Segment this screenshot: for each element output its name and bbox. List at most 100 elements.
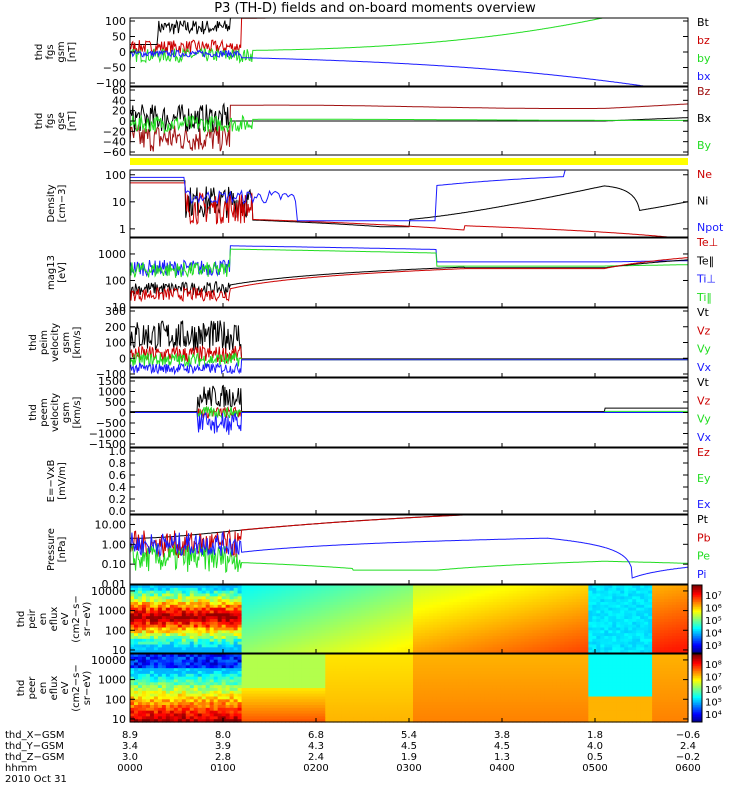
heatmap-cell (428, 619, 434, 623)
heatmap-cell (181, 613, 187, 617)
heatmap-cell (556, 650, 562, 654)
heatmap-cell (257, 644, 263, 648)
heatmap-cell (253, 621, 259, 626)
heatmap-cell (197, 638, 203, 643)
heatmap-cell (285, 627, 291, 631)
heatmap-cell (428, 587, 434, 592)
heatmap-cell (448, 633, 454, 637)
heatmap-cell (297, 621, 302, 626)
heatmap-cell (221, 616, 227, 620)
heatmap-cell (448, 585, 454, 589)
heatmap-cell (197, 719, 203, 723)
heatmap-cell (185, 644, 191, 648)
heatmap-cell (201, 599, 207, 603)
heatmap-cell (181, 673, 187, 678)
heatmap-cell (197, 647, 203, 651)
heatmap-cell (313, 602, 318, 606)
heatmap-cell (416, 610, 422, 614)
heatmap-cell (560, 613, 566, 617)
heatmap-cell (456, 596, 462, 600)
heatmap-cell (329, 707, 334, 712)
heatmap-cell (432, 607, 438, 612)
heatmap-cell (620, 630, 625, 634)
heatmap-cell (540, 610, 546, 614)
heatmap-cell (297, 685, 302, 689)
heatmap-cell (289, 585, 295, 589)
heatmap-cell (337, 679, 342, 683)
heatmap-cell (608, 585, 613, 589)
heatmap-cell (197, 656, 203, 661)
heatmap-cell (141, 699, 147, 703)
heatmap-cell (608, 610, 613, 614)
heatmap-cell (628, 621, 633, 626)
heatmap-cell (281, 610, 287, 614)
heatmap-cell (624, 604, 629, 609)
heatmap-cell (644, 607, 649, 612)
heatmap-cell (676, 650, 681, 654)
heatmap-cell (321, 602, 326, 606)
heatmap-cell (229, 638, 235, 643)
heatmap-cell (405, 647, 410, 651)
heatmap-cell (181, 679, 187, 683)
heatmap-cell (169, 665, 175, 669)
heatmap-cell (389, 636, 394, 640)
heatmap-cell (313, 644, 318, 648)
heatmap-cell (648, 621, 653, 626)
heatmap-cell (592, 604, 597, 609)
heatmap-cell (440, 599, 446, 603)
heatmap-cell (241, 719, 247, 723)
heatmap-cell (492, 604, 498, 609)
heatmap-cell (524, 602, 530, 606)
heatmap-cell (672, 593, 677, 597)
heatmap-cell (468, 624, 474, 629)
colorbar-swatch (692, 622, 702, 625)
heatmap-cell (612, 610, 617, 614)
heatmap-cell (664, 599, 669, 603)
heatmap-cell (532, 610, 538, 614)
heatmap-cell (464, 596, 470, 600)
heatmap-cell (672, 621, 677, 626)
heatmap-cell (313, 641, 318, 646)
colorbar-swatch (692, 588, 702, 591)
heatmap-cell (153, 638, 159, 643)
heatmap-cell (225, 610, 231, 614)
heatmap-cell (309, 647, 314, 651)
heatmap-cell (185, 696, 191, 700)
heatmap-cell (680, 590, 685, 595)
heatmap-cell (301, 644, 306, 648)
heatmap-cell (309, 650, 314, 654)
heatmap-cell (265, 682, 271, 686)
heatmap-cell (668, 621, 673, 626)
heatmap-cell (397, 641, 402, 646)
heatmap-cell (305, 590, 310, 595)
heatmap-cell (261, 719, 267, 723)
heatmap-cell (173, 679, 179, 683)
heatmap-cell (245, 602, 251, 606)
heatmap-cell (600, 650, 605, 654)
heatmap-cell (472, 596, 478, 600)
heatmap-cell (305, 636, 310, 640)
heatmap-cell (237, 656, 243, 661)
heatmap-cell (165, 716, 171, 720)
heatmap-cell (349, 610, 354, 614)
heatmap-cell (524, 641, 530, 646)
heatmap-cell (229, 702, 235, 706)
heatmap-cell (153, 647, 159, 651)
heatmap-cell (440, 633, 446, 637)
heatmap-cell (329, 665, 334, 669)
heatmap-cell (193, 656, 199, 661)
heatmap-cell (333, 702, 338, 706)
heatmap-cell (369, 619, 374, 623)
heatmap-cell (564, 630, 570, 634)
heatmap-cell (261, 676, 267, 681)
heatmap-cell (201, 656, 207, 661)
heatmap-cell (636, 599, 641, 603)
heatmap-cell (157, 656, 163, 661)
heatmap-cell (257, 693, 263, 698)
heatmap-cell (133, 627, 139, 631)
heatmap-cell (241, 693, 247, 698)
heatmap-cell (305, 716, 310, 720)
heatmap-cell (373, 593, 378, 597)
heatmap-cell (309, 644, 314, 648)
heatmap-cell (301, 702, 306, 706)
